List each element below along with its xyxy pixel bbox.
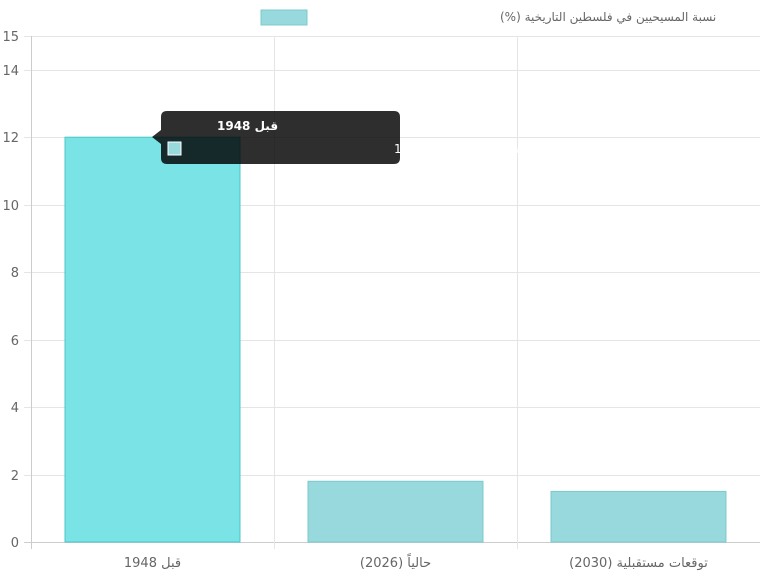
bar-0[interactable] — [64, 136, 241, 543]
legend-swatch[interactable] — [260, 9, 308, 26]
x-tick-label: حالياً (2026) — [360, 553, 431, 571]
y-tick-label: 10 — [2, 199, 19, 214]
y-tick-label: 14 — [2, 64, 19, 79]
tooltip-label: نسبة المسيحيين في فلسطين التاريخية (%): … — [394, 142, 633, 157]
tooltip-title: قبل 1948 — [217, 119, 278, 133]
tooltip-background — [152, 111, 400, 164]
bar-2[interactable] — [550, 490, 727, 543]
x-tick-label: قبل 1948 — [124, 556, 181, 571]
x-tick-label: توقعات مستقبلية (2030) — [569, 556, 708, 571]
axes: 0 2 4 6 8 10 12 14 15 قبل 1948 حالياً (2026) توقعات… — [2, 30, 708, 571]
bars — [64, 136, 727, 543]
legend-label[interactable]: نسبة المسيحيين في فلسطين التاريخية (%) — [500, 10, 716, 25]
y-tick-label: 12 — [2, 131, 19, 146]
tooltip-color-swatch — [167, 141, 182, 156]
legend[interactable]: نسبة المسيحيين في فلسطين التاريخية (%) — [260, 9, 716, 26]
y-tick-label: 15 — [2, 30, 19, 45]
bar-1[interactable] — [307, 480, 484, 543]
y-tick-label: 8 — [11, 266, 19, 281]
tooltip: قبل 1948 نسبة المسيحيين في فلسطين التاري… — [152, 111, 633, 164]
y-tick-label: 4 — [11, 401, 19, 416]
y-tick-label: 2 — [11, 469, 19, 484]
y-tick-label: 0 — [11, 536, 19, 551]
y-tick-label: 6 — [11, 334, 19, 349]
